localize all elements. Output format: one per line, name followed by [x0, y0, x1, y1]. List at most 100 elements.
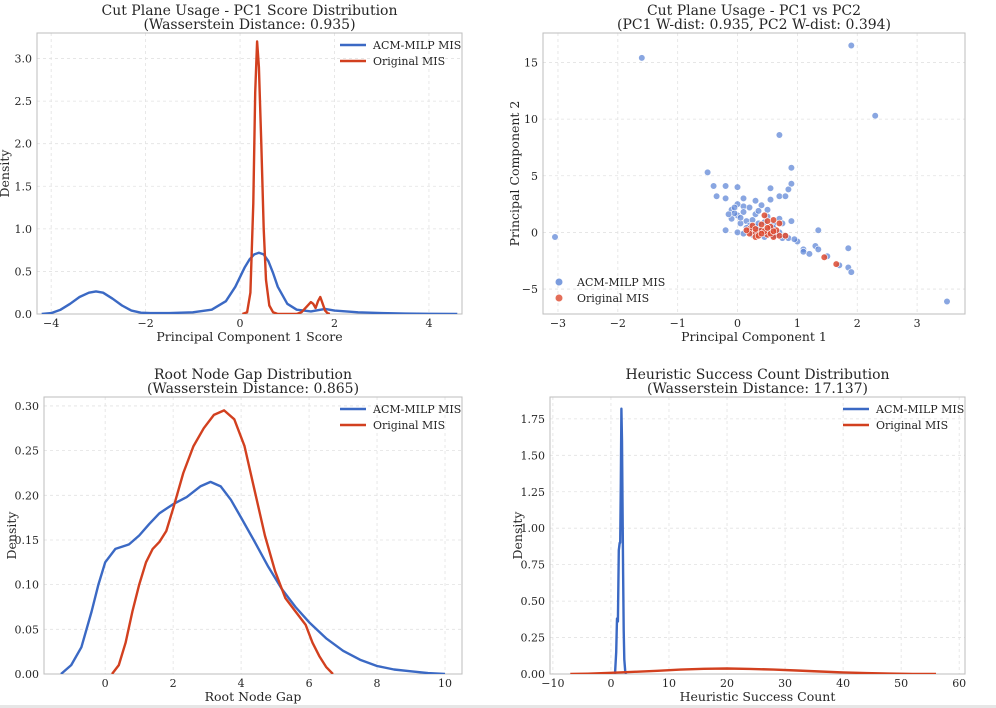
- chart-subtitle: (Wasserstein Distance: 0.865): [147, 381, 359, 397]
- acm-milp-point: [775, 192, 784, 200]
- legend-label-1: Original MIS: [373, 419, 445, 432]
- original-mis-kde-line: [241, 40, 331, 314]
- chart-title: Heuristic Success Count Distribution: [625, 367, 889, 383]
- x-tick-label: 2: [854, 317, 861, 330]
- acm-milp-point: [733, 228, 742, 236]
- x-tick-label: −2: [138, 317, 154, 330]
- x-tick-label: 1: [794, 317, 801, 330]
- legend-marker-0: [555, 278, 563, 286]
- y-tick-label: 0.0: [15, 308, 33, 321]
- y-axis-label: Principal Component 2: [507, 101, 522, 247]
- acm-milp-point: [766, 196, 775, 204]
- y-tick-label: 2.5: [15, 95, 33, 108]
- x-tick-label: 0: [734, 317, 741, 330]
- original-mis-point: [832, 260, 840, 268]
- x-tick-label: 0: [607, 677, 614, 690]
- acm-milp-point: [751, 197, 760, 205]
- legend-label-1: Original MIS: [373, 55, 445, 68]
- acm-milp-point: [844, 244, 852, 252]
- original-mis-point: [763, 224, 772, 232]
- chart-title: Cut Plane Usage - PC1 vs PC2: [647, 3, 861, 19]
- original-mis-point: [781, 232, 790, 240]
- plot-frame: [43, 396, 463, 675]
- chart-heuristic: Heuristic Success Count Distribution(Was…: [510, 367, 966, 704]
- plot-area: [60, 409, 446, 674]
- original-mis-point: [769, 227, 778, 235]
- acm-milp-kde-line: [613, 407, 628, 674]
- original-mis-point: [757, 230, 766, 238]
- y-tick-label: 0: [531, 226, 538, 239]
- x-tick-label: −3: [550, 317, 566, 330]
- acm-milp-point: [709, 182, 718, 190]
- y-tick-label: 0.5: [15, 265, 33, 278]
- x-axis-label: Root Node Gap: [205, 689, 302, 704]
- acm-milp-point: [736, 214, 745, 222]
- legend-label-1: Original MIS: [577, 292, 649, 305]
- y-tick-label: 1.25: [521, 486, 546, 499]
- y-axis-label: Density: [4, 511, 19, 560]
- original-mis-point: [751, 225, 760, 233]
- x-tick-label: 4: [425, 317, 432, 330]
- acm-milp-point: [787, 180, 796, 188]
- original-mis-point: [742, 226, 751, 234]
- chart-title: Cut Plane Usage - PC1 Score Distribution: [102, 3, 398, 19]
- x-tick-label: 0: [237, 317, 244, 330]
- chart-root-gap: Root Node Gap Distribution(Wasserstein D…: [4, 367, 463, 704]
- plot-frame: [36, 32, 463, 315]
- acm-milp-point: [790, 235, 799, 243]
- acm-milp-point: [745, 203, 754, 212]
- y-tick-label: 0.10: [15, 579, 40, 592]
- y-tick-label: 0.15: [15, 534, 40, 547]
- y-tick-label: 1.75: [521, 413, 546, 426]
- y-axis-label: Density: [510, 511, 525, 560]
- y-tick-label: 15: [524, 56, 538, 69]
- original-mis-point: [775, 219, 784, 227]
- plot-frame: [549, 396, 966, 675]
- y-tick-label: 0.00: [15, 668, 40, 681]
- x-tick-label: 50: [894, 677, 908, 690]
- acm-milp-point: [775, 131, 784, 139]
- acm-milp-point: [739, 194, 748, 202]
- original-mis-point: [769, 216, 778, 224]
- x-tick-label: 4: [238, 677, 245, 690]
- y-tick-label: 0.00: [521, 668, 546, 681]
- x-tick-label: 0: [102, 677, 109, 690]
- acm-milp-point: [766, 184, 775, 192]
- legend-marker-1: [555, 294, 563, 302]
- y-axis-label: Density: [0, 149, 12, 198]
- y-tick-label: 5: [531, 170, 538, 183]
- y-tick-label: 0.30: [15, 400, 40, 413]
- acm-milp-point: [787, 164, 796, 172]
- y-tick-label: 1.0: [15, 223, 33, 236]
- x-tick-label: −4: [43, 317, 59, 330]
- y-tick-label: 1.00: [521, 522, 546, 535]
- y-tick-label: 0.25: [15, 445, 40, 458]
- y-tick-label: 10: [524, 113, 538, 126]
- original-mis-kde-line: [111, 409, 334, 674]
- acm-milp-point: [847, 268, 855, 276]
- acm-milp-point: [739, 208, 748, 216]
- chart-subtitle: (Wasserstein Distance: 0.935): [143, 17, 355, 33]
- y-tick-label: 0.05: [15, 623, 40, 636]
- y-tick-label: 0.25: [521, 632, 546, 645]
- x-tick-label: 10: [438, 677, 452, 690]
- chart-title: Root Node Gap Distribution: [154, 367, 352, 383]
- y-tick-label: 3.0: [15, 53, 33, 66]
- acm-milp-point: [871, 112, 879, 120]
- acm-milp-point: [721, 194, 730, 202]
- x-axis-label: Heuristic Success Count: [680, 689, 836, 704]
- acm-milp-point: [551, 233, 559, 241]
- acm-milp-point: [784, 185, 793, 193]
- y-tick-label: 0.20: [15, 489, 40, 502]
- acm-milp-point: [814, 245, 822, 253]
- legend-label-0: ACM-MILP MIS: [372, 39, 461, 52]
- legend-label-0: ACM-MILP MIS: [875, 403, 964, 416]
- plot-frame: [542, 32, 966, 315]
- x-axis-label: Principal Component 1: [681, 329, 827, 344]
- acm-milp-point: [799, 248, 808, 256]
- y-tick-label: 1.5: [15, 180, 33, 193]
- acm-milp-kde-line: [60, 480, 446, 674]
- y-tick-label: 0.75: [521, 559, 546, 572]
- y-tick-label: −5: [522, 283, 538, 296]
